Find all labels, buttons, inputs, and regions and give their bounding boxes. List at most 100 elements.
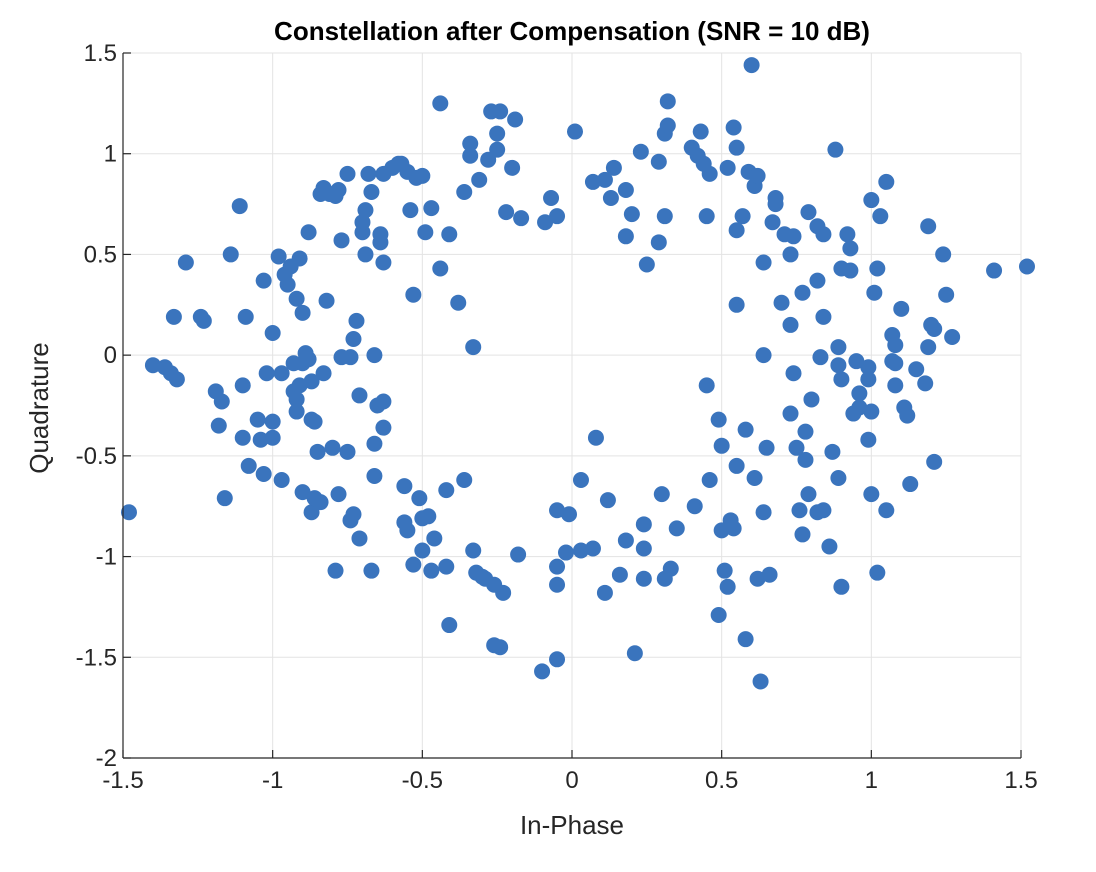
data-point: [195, 312, 212, 329]
data-point: [441, 617, 458, 634]
chart-title: Constellation after Compensation (SNR = …: [274, 16, 870, 46]
data-point: [986, 262, 1003, 279]
data-point: [611, 566, 628, 583]
data-point: [498, 204, 515, 221]
data-point: [438, 558, 455, 575]
data-point: [375, 254, 392, 271]
data-point: [815, 308, 832, 325]
axes: [122, 52, 1022, 759]
data-point: [797, 423, 814, 440]
data-point: [692, 123, 709, 140]
data-point: [330, 181, 347, 198]
data-point: [662, 560, 679, 577]
data-point: [719, 159, 736, 176]
data-point: [917, 375, 934, 392]
y-tick-label: 1: [104, 141, 117, 168]
data-point: [920, 218, 937, 235]
data-point: [713, 437, 730, 454]
data-point: [764, 214, 781, 231]
data-point: [405, 286, 422, 303]
data-point: [465, 339, 482, 356]
data-point: [288, 290, 305, 307]
data-point: [812, 349, 829, 366]
data-point: [300, 224, 317, 241]
data-point: [605, 159, 622, 176]
y-tick-labels: -2 -1.5 -1 -0.5 0 0.5 1 1.5: [76, 40, 117, 772]
data-point: [1018, 258, 1035, 275]
data-point: [489, 125, 506, 142]
data-point: [264, 324, 281, 341]
data-point: [234, 429, 251, 446]
x-tick-label: 0.5: [705, 767, 738, 794]
data-point: [653, 486, 670, 503]
data-point: [333, 232, 350, 249]
data-point: [698, 208, 715, 225]
data-point: [869, 564, 886, 581]
y-axis-label: Quadrature: [24, 342, 54, 474]
data-point: [354, 214, 371, 231]
data-point: [698, 377, 715, 394]
data-point: [773, 294, 790, 311]
y-tick-label: -2: [96, 745, 117, 772]
data-point: [908, 361, 925, 378]
data-point: [339, 165, 356, 182]
data-point: [222, 246, 239, 263]
data-point: [872, 208, 889, 225]
data-point: [291, 250, 308, 267]
data-point: [273, 472, 290, 489]
data-point: [767, 196, 784, 213]
data-point: [504, 159, 521, 176]
data-point: [300, 351, 317, 368]
data-point: [599, 492, 616, 509]
y-tick-label: 0.5: [84, 241, 117, 268]
data-point: [411, 490, 428, 507]
data-point: [396, 478, 413, 495]
data-point: [252, 431, 269, 448]
data-point: [869, 260, 886, 277]
data-point: [626, 645, 643, 662]
data-point: [420, 508, 437, 525]
data-point: [728, 139, 745, 156]
data-point: [318, 292, 335, 309]
data-point: [761, 566, 778, 583]
data-point: [549, 651, 566, 668]
data-point: [294, 484, 311, 501]
data-point: [797, 451, 814, 468]
data-point: [213, 393, 230, 410]
data-point: [782, 405, 799, 422]
data-point: [656, 208, 673, 225]
data-point: [935, 246, 952, 263]
data-point: [345, 331, 362, 348]
data-point: [309, 443, 326, 460]
data-point: [486, 576, 503, 593]
x-tick-label: -0.5: [402, 767, 443, 794]
data-point: [785, 365, 802, 382]
data-point: [632, 143, 649, 160]
data-point: [450, 294, 467, 311]
data-point: [231, 198, 248, 215]
data-point: [851, 385, 868, 402]
data-point: [360, 165, 377, 182]
data-point: [791, 502, 808, 519]
data-point: [168, 371, 185, 388]
data-point: [584, 173, 601, 190]
data-point: [827, 141, 844, 158]
data-point: [357, 246, 374, 263]
data-point: [549, 208, 566, 225]
data-point: [288, 403, 305, 420]
data-point: [513, 210, 530, 227]
data-point: [303, 373, 320, 390]
data-point: [165, 308, 182, 325]
data-point: [558, 544, 575, 561]
data-point: [438, 482, 455, 499]
data-point: [510, 546, 527, 563]
data-point: [710, 606, 727, 623]
data-point: [315, 365, 332, 382]
data-point: [144, 357, 161, 374]
data-point: [566, 123, 583, 140]
data-point: [366, 347, 383, 364]
data-point: [839, 226, 856, 243]
data-point: [249, 411, 266, 428]
x-tick-labels: -1.5 -1 -0.5 0 0.5 1 1.5: [102, 767, 1037, 794]
